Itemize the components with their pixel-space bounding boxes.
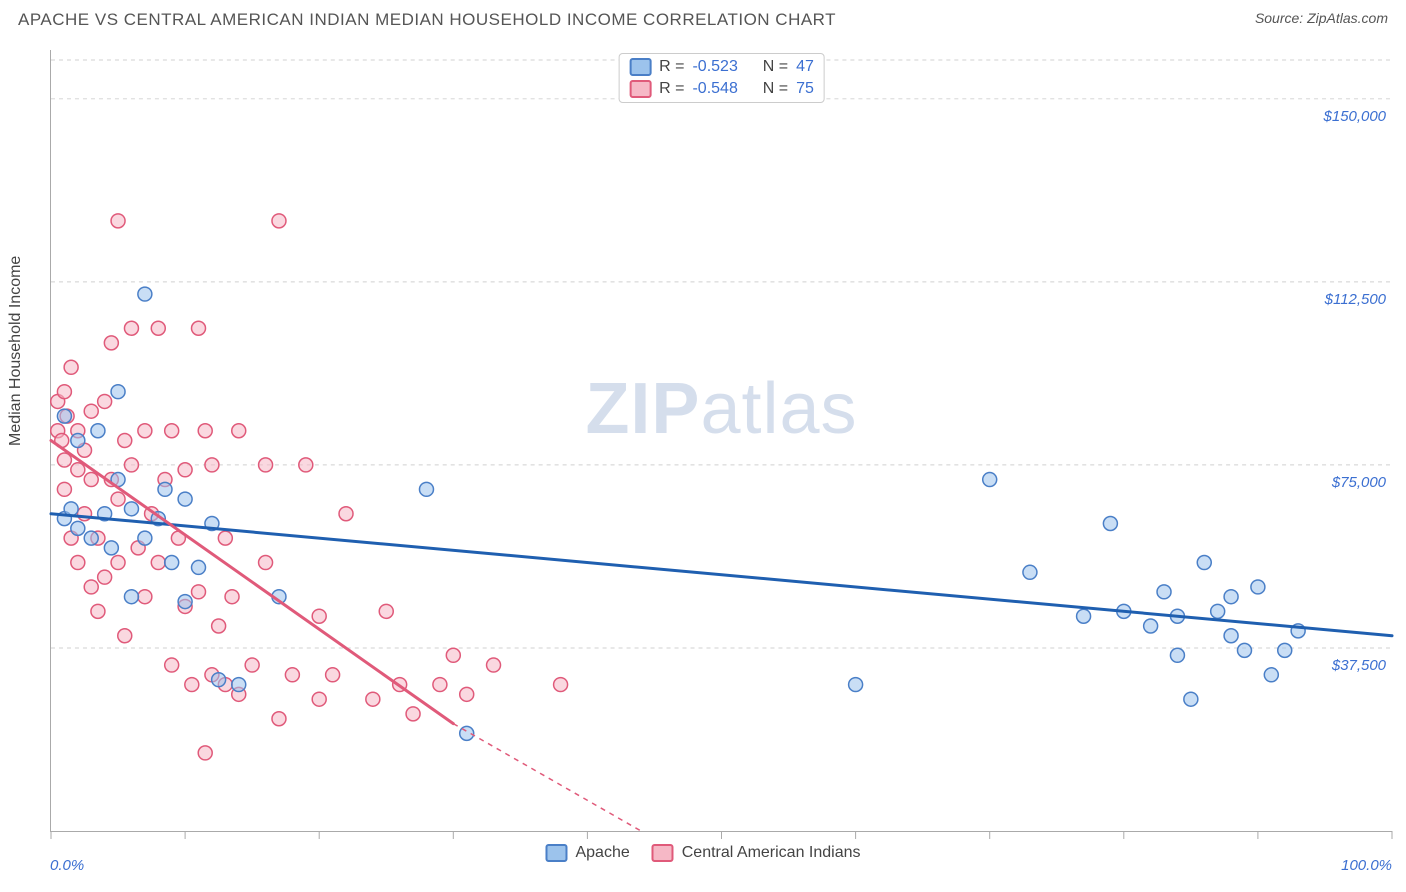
legend-row-cai: R = -0.548 N = 75	[629, 78, 814, 100]
plot-area: ZIPatlas $37,500$75,000$112,500$150,000 …	[50, 50, 1392, 832]
legend-row-apache: R = -0.523 N = 47	[629, 56, 814, 78]
legend-n-value-apache: 47	[796, 58, 814, 76]
chart-container: APACHE VS CENTRAL AMERICAN INDIAN MEDIAN…	[0, 0, 1406, 892]
svg-text:$150,000: $150,000	[1323, 108, 1387, 125]
header: APACHE VS CENTRAL AMERICAN INDIAN MEDIAN…	[0, 0, 1406, 36]
legend-r-value-cai: -0.548	[692, 80, 737, 98]
x-tick-marks	[51, 831, 1392, 839]
scatter-points	[51, 214, 1305, 760]
legend-r-value-apache: -0.523	[692, 58, 737, 76]
legend-r-label: R =	[659, 58, 684, 76]
legend-r-label: R =	[659, 80, 684, 98]
legend-item-apache: Apache	[545, 844, 629, 862]
plot-svg: $37,500 $75,000 $112,500 $150,000	[51, 50, 1392, 831]
swatch-apache	[629, 58, 651, 76]
svg-text:$75,000: $75,000	[1331, 474, 1387, 491]
x-min-label: 0.0%	[50, 857, 84, 874]
source-attribution: Source: ZipAtlas.com	[1255, 10, 1388, 26]
y-axis-label: Median Household Income	[7, 256, 25, 446]
legend-series: Apache Central American Indians	[545, 844, 860, 862]
gridlines	[51, 60, 1392, 648]
legend-label-cai: Central American Indians	[682, 844, 861, 862]
x-max-label: 100.0%	[1341, 857, 1392, 874]
svg-text:$37,500: $37,500	[1331, 657, 1387, 674]
legend-label-apache: Apache	[575, 844, 629, 862]
legend-n-label: N =	[763, 80, 788, 98]
swatch-cai-bottom	[652, 844, 674, 862]
swatch-cai	[629, 80, 651, 98]
y-tick-labels: $37,500 $75,000 $112,500 $150,000	[1323, 108, 1387, 674]
svg-text:$112,500: $112,500	[1324, 291, 1387, 308]
legend-item-cai: Central American Indians	[652, 844, 861, 862]
legend-correlation: R = -0.523 N = 47 R = -0.548 N = 75	[618, 53, 825, 103]
chart-title: APACHE VS CENTRAL AMERICAN INDIAN MEDIAN…	[18, 10, 836, 30]
legend-n-value-cai: 75	[796, 80, 814, 98]
legend-n-label: N =	[763, 58, 788, 76]
swatch-apache-bottom	[545, 844, 567, 862]
trend-lines	[51, 441, 1392, 832]
